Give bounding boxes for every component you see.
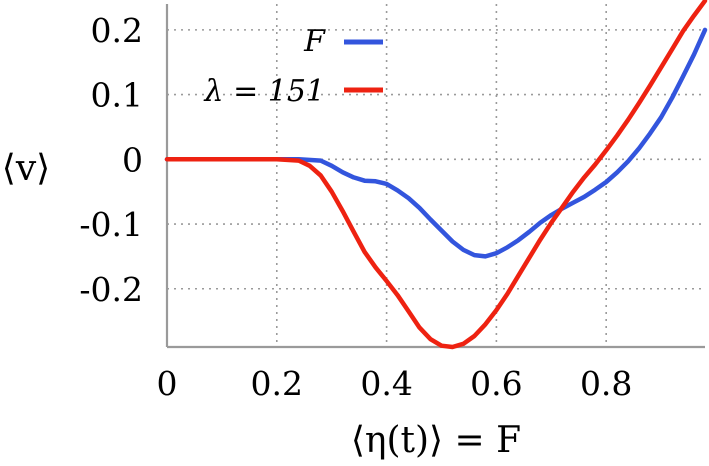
x-axis-label: ⟨η(t)⟩ = F xyxy=(351,420,521,461)
x-tick-label-3: 0.6 xyxy=(470,364,522,403)
series-line-1 xyxy=(164,0,708,350)
y-tick-label-3: 0.1 xyxy=(91,76,143,115)
y-tick-label-4: 0.2 xyxy=(91,11,143,50)
y-tick-label-1: -0.1 xyxy=(79,205,143,244)
x-tick-label-4: 0.8 xyxy=(580,364,632,403)
series-line-0 xyxy=(164,27,708,259)
series-lines xyxy=(164,0,708,350)
legend-label-0: F xyxy=(303,24,326,59)
legend-label-1: λ = 151 xyxy=(204,74,325,109)
grid xyxy=(167,4,705,347)
y-tick-label-2: 0 xyxy=(122,140,143,179)
axes xyxy=(165,4,705,349)
tick-labels: 0 0.2 0.4 0.6 0.8 -0.2 -0.1 0 0.1 0.2 xyxy=(79,11,632,403)
legend: F λ = 151 xyxy=(204,24,383,109)
x-tick-label-0: 0 xyxy=(157,364,178,403)
y-tick-label-0: -0.2 xyxy=(79,270,143,309)
x-tick-label-1: 0.2 xyxy=(251,364,303,403)
x-tick-label-2: 0.4 xyxy=(360,364,412,403)
y-axis-label: ⟨v⟩ xyxy=(2,148,50,189)
